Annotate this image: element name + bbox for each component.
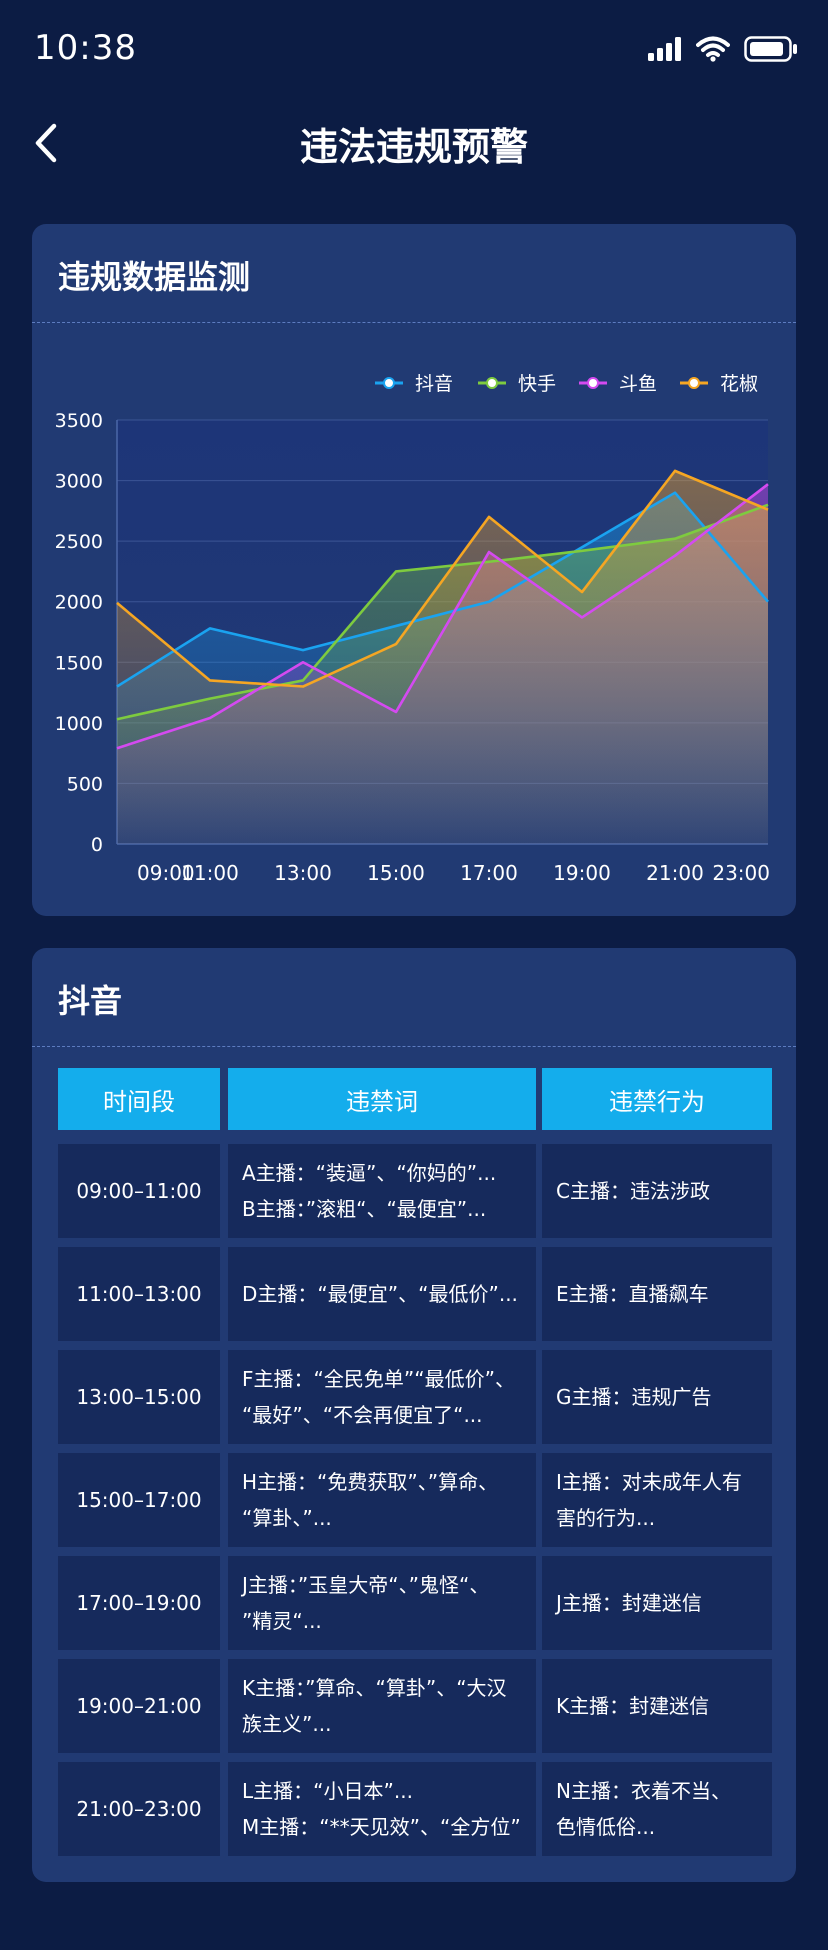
series-line-4 (116, 469, 769, 688)
chevron-left-icon (35, 123, 57, 163)
legend-marker (486, 377, 498, 389)
chart-card-title: 违规数据监测 (58, 258, 251, 296)
table-cell-period: 13:00–15:00 (58, 1350, 220, 1444)
y-tick-label: 1000 (55, 713, 103, 735)
divider (32, 1046, 796, 1047)
table-cell-behavior: K主播：封建迷信 (542, 1659, 772, 1753)
status-icons (648, 36, 798, 62)
table-card: 抖音 时间段 违禁词 违禁行为 09:00–11:00 A主播：“装逼”、“你妈的”..… (32, 948, 796, 1882)
table-cell-period-text: 17:00–19:00 (76, 1591, 202, 1615)
table-cell-words: F主播：“全民免单”“最低价”、 “最好”、“不会再便宜了“... (228, 1350, 536, 1444)
table-cell-behavior: E主播：直播飙车 (542, 1247, 772, 1341)
table-cell-behavior-text: C主播：违法涉政 (556, 1179, 710, 1203)
table-cell-words: L主播：“小日本”... M主播：“**天见效”、“全方位” (228, 1762, 536, 1856)
table-cell-period-text: 13:00–15:00 (76, 1385, 202, 1409)
status-bar: 10:38 (0, 0, 828, 100)
table-cell-behavior: C主播：违法涉政 (542, 1144, 772, 1238)
x-tick-label: 15:00 (367, 861, 425, 885)
table-cell-behavior: G主播：违规广告 (542, 1350, 772, 1444)
table-cell-words-text: A主播：“装逼”、“你妈的”... B主播：”滚粗“、“最便宜”... (242, 1161, 497, 1221)
table-cell-behavior-text: J主播：封建迷信 (556, 1591, 702, 1615)
table-cell-words: K主播：”算命、“算卦”、“大汉 族主义”... (228, 1659, 536, 1753)
table-header-cell: 时间段 (58, 1068, 220, 1130)
table-cell-words-text: K主播：”算命、“算卦”、“大汉 族主义”... (242, 1676, 507, 1736)
y-tick-label: 2500 (55, 531, 103, 553)
legend-label: 斗鱼 (619, 373, 657, 395)
series-area-4 (117, 470, 768, 844)
table-cell-period-text: 21:00–23:00 (76, 1797, 202, 1821)
series-line-1 (116, 491, 769, 688)
x-tick-label: 17:00 (460, 861, 518, 885)
table-cell-words-text: D主播：“最便宜”、“最低价”... (242, 1282, 518, 1306)
table-cell-period: 15:00–17:00 (58, 1453, 220, 1547)
wifi-icon (696, 36, 730, 62)
series-line-2 (116, 503, 769, 721)
table-cell-period: 11:00–13:00 (58, 1247, 220, 1341)
y-tick-label: 0 (91, 834, 103, 856)
legend-marker (383, 377, 395, 389)
table-cell-words-text: F主播：“全民免单”“最低价”、 “最好”、“不会再便宜了“... (242, 1367, 515, 1427)
table-cell-period: 21:00–23:00 (58, 1762, 220, 1856)
page-title: 违法违规预警 (299, 125, 528, 169)
table-cell-period-text: 09:00–11:00 (76, 1179, 202, 1203)
x-tick-label: 09:00 (137, 861, 195, 885)
y-tick-label: 500 (67, 773, 103, 795)
y-tick-label: 3500 (55, 410, 103, 432)
x-tick-label: 21:00 (646, 861, 704, 885)
chart-card: 违规数据监测 0 500 1000 1500 2000 2500 3000 3500 09:00… (32, 224, 796, 916)
table-card-title: 抖音 (58, 982, 123, 1020)
table-header-cell-text: 违禁行为 (609, 1087, 705, 1116)
legend-marker (688, 377, 700, 389)
battery-icon (744, 36, 797, 62)
table-cell-behavior-text: E主播：直播飙车 (556, 1282, 709, 1306)
table-cell-behavior: N主播：衣着不当、 色情低俗... (542, 1762, 772, 1856)
table-cell-behavior-text: G主播：违规广告 (556, 1385, 712, 1409)
table-cell-behavior: I主播：对未成年人有 害的行为... (542, 1453, 772, 1547)
table-cell-behavior-text: K主播：封建迷信 (556, 1694, 710, 1718)
signal-icon (648, 37, 681, 61)
table-cell-words: J主播：”玉皇大帝“、”鬼怪“、 ”精灵“... (228, 1556, 536, 1650)
table-cell-words: A主播：“装逼”、“你妈的”... B主播：”滚粗“、“最便宜”... (228, 1144, 536, 1238)
table-cell-period-text: 19:00–21:00 (76, 1694, 202, 1718)
table-header-cell: 违禁行为 (542, 1068, 772, 1130)
x-tick-label: 13:00 (274, 861, 332, 885)
table-cell-words: D主播：“最便宜”、“最低价”... (228, 1247, 536, 1341)
table-cell-period-text: 11:00–13:00 (76, 1282, 202, 1306)
table-cell-behavior-text: I主播：对未成年人有 害的行为... (556, 1470, 742, 1530)
table-cell-words-text: H主播：“免费获取”、”算命、 “算卦、”... (242, 1470, 499, 1530)
x-tick-label: 19:00 (553, 861, 611, 885)
table-cell-period: 09:00–11:00 (58, 1144, 220, 1238)
table-cell-period: 17:00–19:00 (58, 1556, 220, 1650)
legend-label: 花椒 (720, 373, 758, 395)
y-tick-label: 2000 (55, 592, 103, 614)
table-cell-behavior: J主播：封建迷信 (542, 1556, 772, 1650)
series-line-3 (116, 483, 769, 750)
table-cell-period-text: 15:00–17:00 (76, 1488, 202, 1512)
y-tick-label: 3000 (55, 471, 103, 493)
table-header-cell-text: 时间段 (103, 1087, 175, 1116)
table-cell-behavior-text: N主播：衣着不当、 色情低俗... (556, 1779, 731, 1839)
table-cell-words: H主播：“免费获取”、”算命、 “算卦、”... (228, 1453, 536, 1547)
table-header-cell-text: 违禁词 (346, 1087, 418, 1116)
table-cell-words-text: L主播：“小日本”... M主播：“**天见效”、“全方位” (242, 1779, 521, 1839)
x-tick-label: 23:00 (712, 861, 770, 885)
table-cell-words-text: J主播：”玉皇大帝“、”鬼怪“、 ”精灵“... (242, 1573, 490, 1633)
table-header-cell: 违禁词 (228, 1068, 536, 1130)
back-button[interactable] (28, 118, 68, 168)
legend-label: 快手 (518, 373, 556, 395)
divider (32, 322, 796, 323)
x-tick-label: 11:00 (181, 861, 239, 885)
nav-bar: 违法违规预警 (0, 100, 828, 190)
legend-marker (587, 377, 599, 389)
legend-label: 抖音 (415, 373, 453, 395)
table-cell-period: 19:00–21:00 (58, 1659, 220, 1753)
status-time: 10:38 (34, 28, 137, 68)
y-tick-label: 1500 (55, 652, 103, 674)
